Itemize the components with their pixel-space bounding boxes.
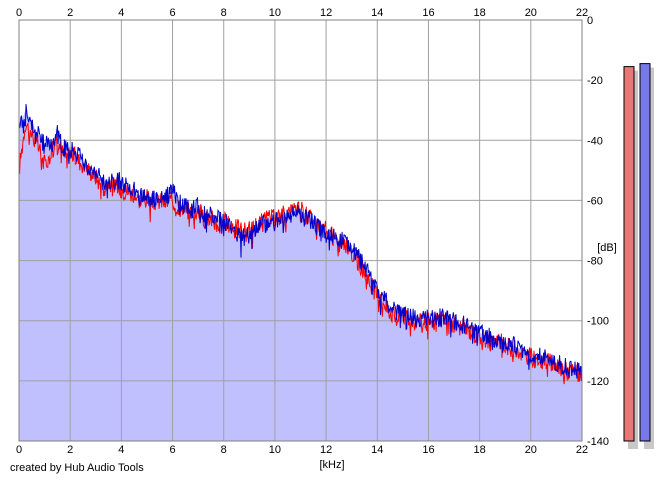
x-axis-label: [kHz]: [319, 459, 344, 471]
x-tick-label-bottom: 18: [474, 444, 486, 456]
level-meter-bar: [623, 66, 635, 442]
spectrum-fill: [19, 110, 582, 441]
plot-frame: [18, 19, 583, 442]
x-tick-label-bottom: 16: [422, 444, 434, 456]
x-tick-label-top: 4: [118, 7, 124, 19]
x-tick-label-top: 10: [269, 7, 281, 19]
y-axis-label: [dB]: [597, 242, 617, 254]
x-tick-label-top: 16: [422, 7, 434, 19]
y-tick-label: -20: [587, 75, 603, 87]
series-line: [18, 104, 583, 381]
x-tick-label-top: 14: [371, 7, 383, 19]
grid: [19, 20, 582, 441]
spectrum-fill-area: [19, 110, 582, 441]
level-meters: [623, 63, 654, 449]
x-tick-label-top: 8: [221, 7, 227, 19]
y-tick-label: -80: [587, 256, 603, 268]
x-tick-label-top: 2: [67, 7, 73, 19]
x-tick-label-bottom: 4: [118, 444, 124, 456]
x-tick-label-top: 12: [320, 7, 332, 19]
y-tick-label: -40: [587, 135, 603, 147]
y-tick-label: -60: [587, 195, 603, 207]
x-tick-labels-top: 0 2 4 6 8 10 12 14 16 18 20 22: [16, 7, 588, 19]
x-tick-label-top: 20: [525, 7, 537, 19]
series-lines: [18, 104, 583, 385]
x-tick-label-top: 22: [576, 7, 588, 19]
series-line: [18, 122, 583, 385]
x-tick-label-bottom: 12: [320, 444, 332, 456]
credit-text: created by Hub Audio Tools: [10, 462, 144, 474]
x-tick-label-bottom: 0: [16, 444, 22, 456]
x-tick-label-bottom: 6: [169, 444, 175, 456]
x-tick-label-bottom: 20: [525, 444, 537, 456]
x-tick-label-top: 18: [474, 7, 486, 19]
x-tick-label-bottom: 8: [221, 444, 227, 456]
x-tick-label-bottom: 2: [67, 444, 73, 456]
y-tick-label: 0: [587, 15, 593, 27]
plot-border: [18, 19, 583, 442]
y-tick-labels: 0 -20 -40 -60 -80 -100 -120 -140: [587, 15, 609, 448]
x-tick-label-bottom: 14: [371, 444, 383, 456]
y-tick-label: -120: [587, 376, 609, 388]
y-tick-label: -100: [587, 316, 609, 328]
x-tick-labels-bottom: 0 2 4 6 8 10 12 14 16 18 20 22: [16, 444, 588, 456]
x-tick-label-bottom: 10: [269, 444, 281, 456]
x-tick-label-top: 6: [169, 7, 175, 19]
y-tick-label: -140: [587, 436, 609, 448]
x-tick-label-top: 0: [16, 7, 22, 19]
x-tick-label-bottom: 22: [576, 444, 588, 456]
level-meter-bar: [639, 63, 651, 442]
